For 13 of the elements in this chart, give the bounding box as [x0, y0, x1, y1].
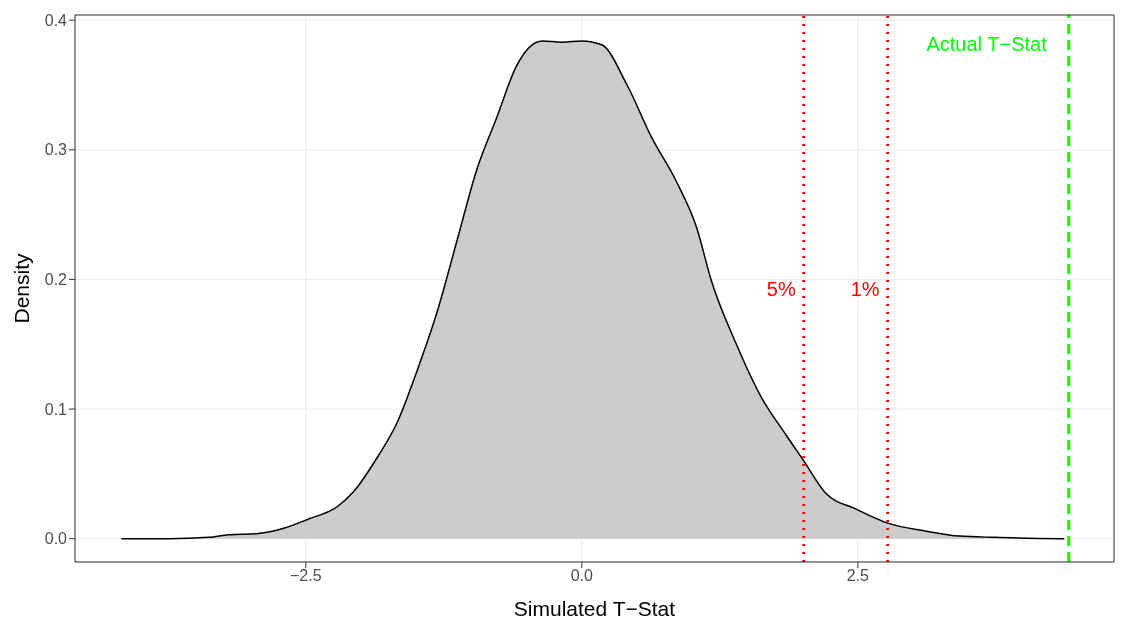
x-tick-label: −2.5 [289, 567, 322, 585]
annotation: 1% [850, 277, 880, 300]
y-tick-label: 0.1 [44, 400, 68, 418]
x-tick-label: 2.5 [846, 567, 870, 585]
x-axis-title: Simulated T−Stat [513, 597, 676, 620]
y-tick-label: 0.4 [44, 11, 68, 29]
y-tick-label: 0.3 [44, 141, 68, 159]
y-tick-label: 0.0 [44, 530, 68, 548]
x-tick-label: 0.0 [570, 567, 594, 585]
annotation: 5% [766, 277, 796, 300]
ref-line-label: Actual T−Stat [926, 33, 1048, 56]
y-axis-title: Density [10, 252, 34, 324]
y-tick-label: 0.2 [44, 271, 68, 289]
